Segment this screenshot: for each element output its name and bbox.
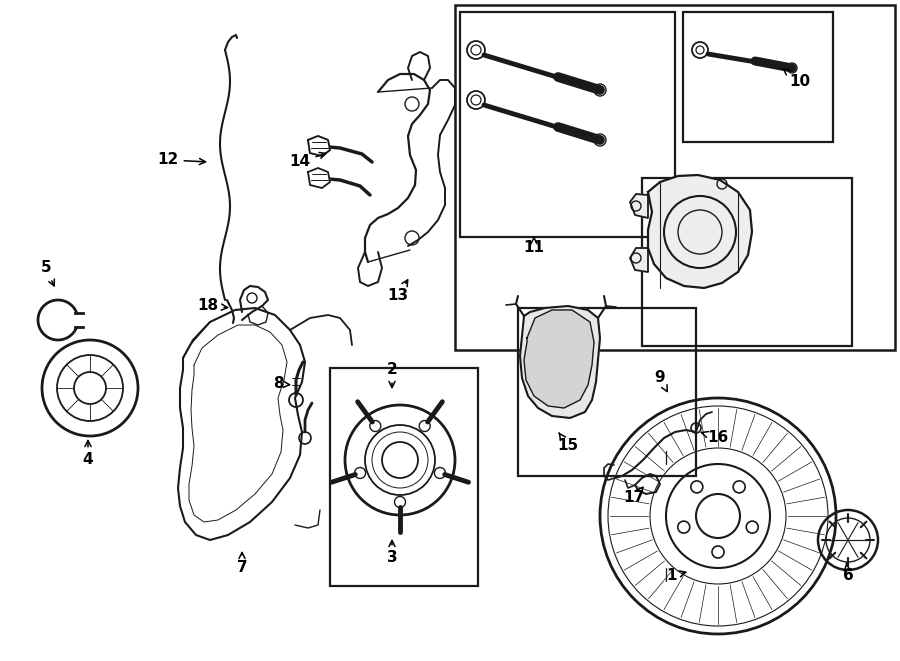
Text: 15: 15 — [557, 433, 579, 453]
Bar — [460, 12, 675, 237]
Text: 3: 3 — [387, 541, 397, 566]
Text: 6: 6 — [842, 563, 853, 584]
Polygon shape — [308, 136, 330, 156]
Polygon shape — [630, 248, 648, 272]
Bar — [683, 12, 833, 142]
Text: 8: 8 — [273, 377, 290, 391]
Text: 2: 2 — [387, 362, 398, 387]
Text: 4: 4 — [83, 440, 94, 467]
Bar — [455, 5, 895, 350]
Polygon shape — [308, 168, 330, 188]
Bar — [330, 368, 478, 586]
Text: 16: 16 — [701, 430, 729, 446]
Text: 13: 13 — [387, 280, 409, 303]
Polygon shape — [630, 194, 648, 218]
Text: 7: 7 — [237, 553, 248, 576]
Text: 14: 14 — [290, 153, 326, 169]
Bar — [642, 178, 852, 346]
Text: 17: 17 — [624, 487, 644, 506]
Bar — [518, 308, 696, 476]
Text: 18: 18 — [197, 299, 228, 313]
Text: 11: 11 — [524, 237, 544, 256]
Text: 1: 1 — [667, 568, 686, 584]
Text: 9: 9 — [654, 371, 667, 391]
Polygon shape — [520, 306, 600, 418]
Text: 10: 10 — [784, 69, 811, 89]
Polygon shape — [524, 310, 594, 408]
Polygon shape — [648, 175, 752, 288]
Text: 5: 5 — [40, 260, 54, 286]
Text: 12: 12 — [158, 153, 205, 167]
